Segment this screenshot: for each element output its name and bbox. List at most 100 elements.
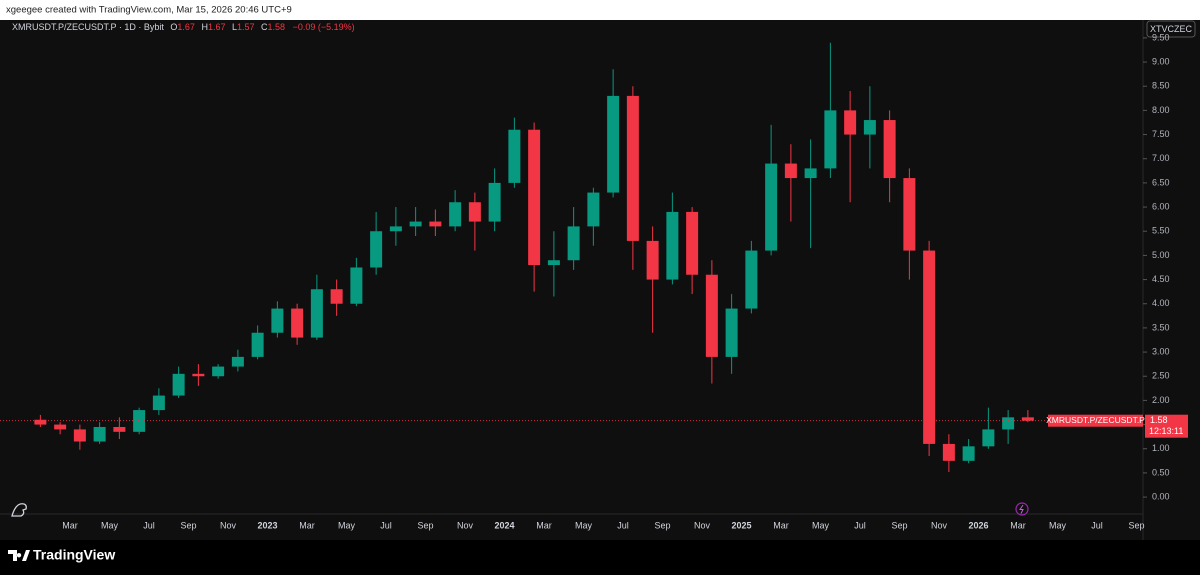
y-tick-label: 8.50 [1152, 81, 1170, 91]
legend-change: −0.09 (−5.19%) [293, 22, 355, 32]
candle-body [133, 410, 146, 432]
compare-label[interactable]: XTVCZEC [1150, 24, 1193, 34]
x-tick-label: Sep [417, 520, 433, 530]
y-tick-label: 3.00 [1152, 346, 1170, 356]
legend-value: 1.57 [237, 22, 255, 32]
x-tick-label: Jul [380, 520, 392, 530]
price-tag-symbol: XMRUSDT.P/ZECUSDT.P [1046, 415, 1145, 425]
candle-body [468, 202, 481, 222]
x-tick-label: May [101, 520, 119, 530]
candle-body [192, 373, 205, 377]
header-bar [0, 0, 1200, 20]
candle-body [942, 443, 955, 461]
candle-body [765, 163, 778, 251]
x-tick-label: Sep [891, 520, 907, 530]
brand: TradingView [33, 547, 115, 563]
y-tick-label: 4.50 [1152, 274, 1170, 284]
x-tick-label: 2023 [257, 520, 277, 530]
candle-body [73, 429, 86, 442]
y-tick-label: 2.00 [1152, 395, 1170, 405]
x-tick-label: Mar [62, 520, 78, 530]
dino-icon[interactable] [11, 503, 27, 517]
x-tick-label: Nov [931, 520, 948, 530]
plot-area [0, 20, 1200, 540]
candle-body [488, 182, 501, 222]
x-tick-label: Sep [654, 520, 670, 530]
legend-key: O [170, 22, 177, 32]
legend-key: C [261, 22, 268, 32]
x-tick-label: Sep [1128, 520, 1144, 530]
candle-body [389, 226, 402, 232]
candle-body [745, 250, 758, 309]
x-tick-label: Mar [1010, 520, 1026, 530]
y-tick-label: 6.50 [1152, 177, 1170, 187]
candle-body [251, 332, 264, 357]
event-bolt [1019, 504, 1024, 514]
y-tick-label: 8.00 [1152, 105, 1170, 115]
x-tick-label: May [575, 520, 593, 530]
candle-body [824, 110, 837, 169]
candle-body [962, 446, 975, 461]
x-tick-label: Nov [694, 520, 711, 530]
y-tick-label: 5.00 [1152, 250, 1170, 260]
x-tick-label: Jul [617, 520, 629, 530]
y-tick-label: 7.50 [1152, 129, 1170, 139]
candle-body [291, 308, 304, 338]
candle-body [449, 202, 462, 227]
candle-body [1021, 417, 1034, 421]
x-tick-label: Nov [220, 520, 237, 530]
candle-body [883, 120, 896, 179]
candle-body [903, 178, 916, 251]
y-tick-label: 3.50 [1152, 322, 1170, 332]
y-tick-label: 4.00 [1152, 298, 1170, 308]
price-tag-bg [1145, 414, 1188, 438]
candle-body [54, 424, 67, 430]
legend-symbol: XMRUSDT.P/ZECUSDT.P · 1D · Bybit [12, 22, 164, 32]
price-tag-countdown: 12:13:11 [1149, 426, 1183, 436]
candle-body [705, 274, 718, 357]
x-tick-label: May [338, 520, 356, 530]
candle-body [34, 419, 47, 425]
y-tick-label: 0.50 [1152, 467, 1170, 477]
x-tick-label: 2026 [968, 520, 988, 530]
candle-body [113, 426, 126, 432]
price-tag-symbol-bg [1048, 414, 1143, 427]
candle-body [429, 221, 442, 227]
candle-body [982, 429, 995, 447]
candle-body [93, 426, 106, 442]
x-tick-label: May [1049, 520, 1067, 530]
y-tick-label: 5.50 [1152, 226, 1170, 236]
candle-body [646, 240, 659, 280]
candle-body [567, 226, 580, 261]
candle-body [784, 163, 797, 179]
candle-body [212, 366, 225, 377]
x-tick-label: Nov [457, 520, 474, 530]
candle-body [231, 356, 244, 367]
brand-logo [8, 550, 30, 561]
marks: 0.000.501.001.502.002.503.003.504.004.50… [0, 32, 1188, 530]
y-tick-label: 2.50 [1152, 371, 1170, 381]
y-tick-label: 6.00 [1152, 201, 1170, 211]
candle-body [725, 308, 738, 357]
x-tick-label: Jul [143, 520, 155, 530]
compare-button[interactable] [1146, 20, 1196, 38]
legend-key: H [201, 22, 208, 32]
candle-body [172, 373, 185, 396]
candle-body [508, 129, 521, 183]
candle-body [310, 289, 323, 338]
legend-value: 1.67 [208, 22, 226, 32]
candle-body [844, 110, 857, 135]
footer-bar [0, 540, 1200, 575]
y-tick-label: 9.50 [1152, 32, 1170, 42]
legend: XMRUSDT.P/ZECUSDT.P · 1D · Bybit O 1.67 H… [12, 22, 355, 32]
event-icon[interactable] [1015, 502, 1029, 516]
y-tick-label: 0.00 [1152, 491, 1170, 501]
x-tick-label: 2024 [494, 520, 514, 530]
candle-body [370, 231, 383, 268]
x-tick-label: Jul [1091, 520, 1103, 530]
candle-body [547, 260, 560, 266]
y-tick-label: 9.00 [1152, 56, 1170, 66]
candle-body [271, 308, 284, 333]
x-tick-label: Mar [773, 520, 789, 530]
